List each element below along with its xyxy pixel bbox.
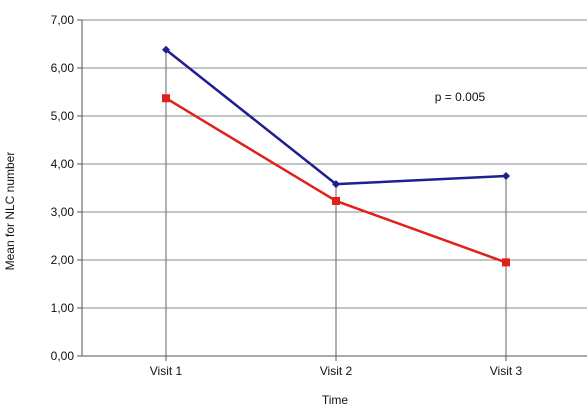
data-point-square: [502, 258, 510, 267]
x-axis-title: Time: [322, 393, 349, 407]
x-tick-labels: Visit 1 Visit 2 Visit 3: [150, 364, 523, 378]
series-layer: [162, 45, 510, 267]
data-point-square: [332, 196, 340, 205]
y-axis-title: Mean for NLC number: [3, 152, 17, 271]
y-tick-label: 1,00: [51, 301, 75, 315]
data-point-square: [162, 94, 170, 103]
y-tick-label: 0,00: [51, 349, 75, 363]
p-value-annotation: p = 0.005: [435, 90, 486, 104]
data-point-diamond: [332, 180, 340, 189]
data-point-diamond: [502, 172, 510, 180]
axes: [81, 20, 587, 361]
y-tick-label: 3,00: [51, 205, 75, 219]
y-tick-label: 6,00: [51, 61, 75, 75]
x-tick-label: Visit 2: [320, 364, 353, 378]
grid-lines: [77, 19, 587, 357]
x-tick-label: Visit 3: [490, 364, 523, 378]
y-tick-label: 5,00: [51, 109, 75, 123]
y-tick-label: 4,00: [51, 157, 75, 171]
y-tick-labels: 0,00 1,00 2,00 3,00 4,00 5,00 6,00 7,00: [51, 13, 75, 363]
y-tick-label: 2,00: [51, 253, 75, 267]
x-tick-label: Visit 1: [150, 364, 183, 378]
data-point-diamond: [162, 45, 170, 54]
y-tick-label: 7,00: [51, 13, 75, 27]
